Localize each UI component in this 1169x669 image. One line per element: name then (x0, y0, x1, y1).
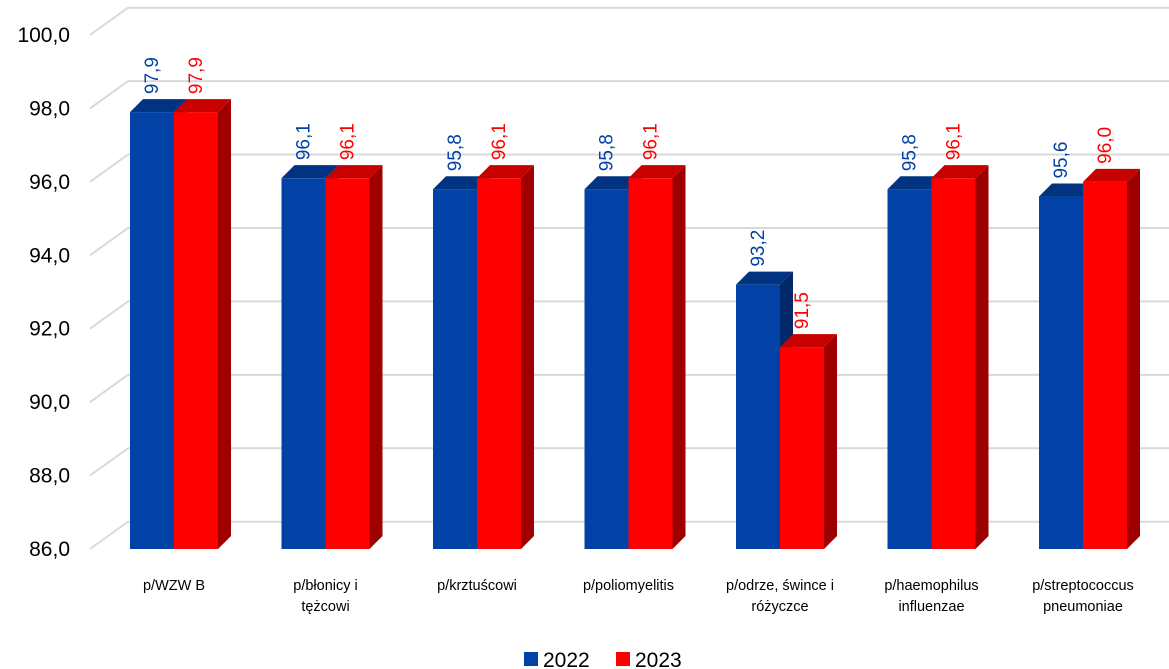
bar-top (477, 165, 534, 179)
legend-label-2023: 2023 (635, 649, 682, 669)
gridline-diag (89, 300, 129, 330)
y-tick-label: 96,0 (29, 171, 70, 194)
bar-top (1083, 168, 1140, 182)
gridline-diag (89, 520, 129, 550)
bar-top (1039, 183, 1096, 197)
y-tick-label: 100,0 (17, 24, 70, 47)
bar-front (433, 189, 477, 549)
gridline-diag (89, 6, 129, 36)
data-label-2023: 97,9 (186, 57, 207, 94)
y-tick-label: 86,0 (29, 538, 70, 561)
legend-swatch-2022 (524, 652, 538, 666)
bar-2023 (780, 334, 837, 549)
gridline-diag (89, 447, 129, 477)
data-label-2023: 96,1 (338, 123, 359, 160)
bar-2023 (628, 165, 686, 549)
bar-front (780, 347, 824, 549)
bar-2023 (325, 165, 383, 549)
legend-swatch-2023 (616, 652, 630, 666)
x-tick-label: p/poliomyelitis (583, 578, 674, 594)
bar-top (780, 334, 837, 348)
bar-top (887, 176, 945, 190)
y-tick-label: 92,0 (29, 318, 70, 341)
bar-front (1083, 181, 1127, 549)
bar-top (736, 271, 793, 285)
x-tick-label: p/błonicy i tężcowi (293, 578, 357, 615)
data-label-2023: 96,1 (944, 123, 965, 160)
bars (130, 99, 1140, 550)
bar-top (584, 176, 642, 190)
bar-side (1127, 168, 1140, 549)
bar-top (325, 165, 383, 179)
bar-top (281, 165, 339, 179)
bar-2023 (1083, 168, 1140, 549)
y-tick-label: 88,0 (29, 465, 70, 488)
bar-top (628, 165, 686, 179)
gridline-diag (89, 227, 129, 257)
bar-top (433, 176, 490, 190)
bar-front (477, 178, 521, 549)
bar-side (975, 165, 989, 549)
x-tick-label: p/odrze, śwince i różyczce (726, 578, 834, 615)
bar-2023 (174, 99, 231, 549)
data-label-2022: 95,6 (1051, 142, 1072, 179)
x-tick-label: p/streptococcus pneumoniae (1032, 578, 1134, 615)
y-axis: 86,0 88,0 90,0 92,0 94,0 96,0 98,0 100,0 (17, 24, 70, 561)
y-tick-label: 94,0 (29, 244, 70, 267)
y-tick-label: 98,0 (29, 97, 70, 120)
data-label-2022: 93,2 (748, 230, 769, 267)
gridline-diag (89, 153, 129, 183)
data-label-2023: 96,1 (641, 123, 662, 160)
data-label-2022: 97,9 (142, 57, 163, 94)
bar-front (736, 284, 780, 549)
gridline-diag (89, 80, 129, 110)
data-label-2023: 96,1 (489, 123, 510, 160)
bar-front (325, 178, 370, 549)
bar-side (521, 165, 534, 549)
data-labels: 97,9 97,9 96,1 96,1 95,8 96,1 95,8 96,1 93,2 91,5… (142, 57, 1116, 329)
bar-side (218, 99, 231, 549)
data-label-2022: 96,1 (294, 123, 315, 160)
bar-2023 (477, 165, 534, 549)
y-tick-label: 90,0 (29, 391, 70, 414)
data-label-2023: 96,0 (1095, 127, 1116, 164)
bar-front (887, 189, 932, 549)
legend-label-2022: 2022 (543, 649, 590, 669)
bar-side (369, 165, 383, 549)
bar-top (174, 99, 231, 113)
bar-front (174, 112, 218, 549)
legend: 2022 2023 (524, 649, 682, 669)
data-label-2022: 95,8 (445, 134, 466, 171)
bar-side (672, 165, 686, 549)
x-tick-label: p/krztuścowi (437, 578, 517, 594)
bar-top (130, 99, 187, 113)
bar-front (628, 178, 673, 549)
bar-top (931, 165, 989, 179)
gridline-diag (89, 374, 129, 403)
bar-front (1039, 196, 1083, 550)
data-label-2022: 95,8 (900, 134, 921, 171)
bar-front (130, 112, 174, 549)
bar-front (584, 189, 629, 549)
x-axis-labels: p/WZW B p/błonicy i tężcowi p/krztuścowi p/p… (143, 578, 1134, 615)
data-label-2023: 91,5 (792, 292, 813, 329)
bar-side (824, 334, 837, 549)
x-tick-label: p/haemophilus influenzae (884, 578, 978, 615)
data-label-2022: 95,8 (597, 134, 618, 171)
bar-front (931, 178, 976, 549)
bar-front (281, 178, 326, 549)
bar-2023 (931, 165, 989, 549)
x-tick-label: p/WZW B (143, 578, 205, 594)
